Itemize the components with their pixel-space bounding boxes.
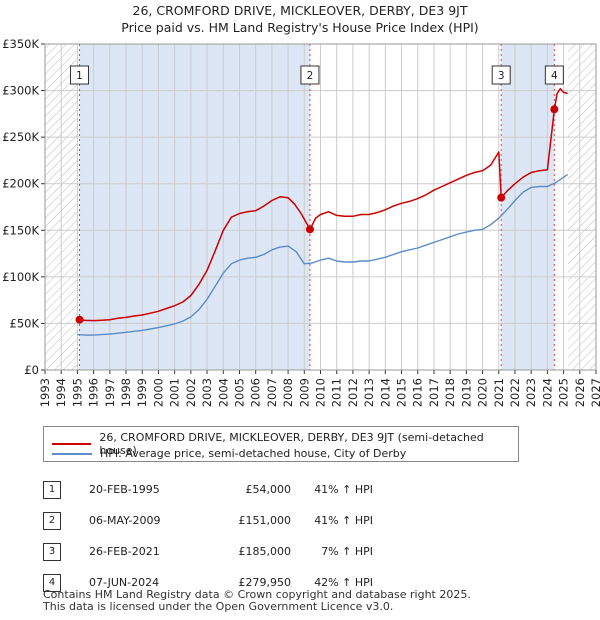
chart-title: 26, CROMFORD DRIVE, MICKLEOVER, DERBY, D… <box>132 3 468 18</box>
sale-number-label: 1 <box>76 70 83 82</box>
sales-table: 1 20-FEB-1995 £54,000 41% ↑ HPI 2 06-MAY… <box>43 474 373 598</box>
legend-item-hpi: HPI: Average price, semi-detached house,… <box>52 447 406 460</box>
x-tick-label: 2014 <box>378 378 392 407</box>
x-tick-label: 2017 <box>427 378 441 407</box>
y-tick-label: £150K <box>2 223 39 237</box>
x-tick-label: 2004 <box>216 378 230 407</box>
legend-swatch-property <box>52 443 92 445</box>
x-tick-label: 2012 <box>346 378 360 407</box>
x-tick-label: 1996 <box>87 378 101 407</box>
footer-line: Contains HM Land Registry data © Crown c… <box>43 588 471 601</box>
sale-number-box <box>544 65 564 85</box>
x-tick-label: 2008 <box>281 378 295 407</box>
plot-frame <box>44 43 597 371</box>
x-tick-label: 2009 <box>297 378 311 407</box>
sale-point <box>497 193 506 202</box>
sale-number: 1 <box>43 480 61 499</box>
y-tick-label: £350K <box>2 37 39 51</box>
y-tick-label: £200K <box>2 177 39 191</box>
x-tick-label: 1997 <box>103 378 117 407</box>
x-tick-label: 1995 <box>70 378 84 407</box>
legend-label-hpi: HPI: Average price, semi-detached house,… <box>100 447 407 460</box>
hatch-area-after-data <box>567 44 596 370</box>
x-tick-label: 2005 <box>232 378 246 407</box>
y-tick-label: £0 <box>24 363 39 377</box>
x-tick-label: 2011 <box>330 378 344 407</box>
sale-date: 26-FEB-2021 <box>89 545 160 558</box>
sale-number-label: 4 <box>551 70 558 82</box>
x-tick-label: 2007 <box>265 378 279 407</box>
x-tick-label: 2026 <box>573 378 587 407</box>
sale-price: £151,000 <box>238 514 292 527</box>
sale-price: £54,000 <box>245 483 292 496</box>
footer-line: This data is licensed under the Open Gov… <box>43 600 394 613</box>
sale-number-box <box>491 65 511 85</box>
y-tick-label: £300K <box>2 84 39 98</box>
sale-date: 20-FEB-1995 <box>89 483 160 496</box>
sale-date: 06-MAY-2009 <box>89 514 161 527</box>
sale-number-box <box>300 65 320 85</box>
x-tick-label: 1999 <box>135 378 149 407</box>
sale-number: 2 <box>43 511 61 530</box>
x-tick-label: 2015 <box>395 378 409 407</box>
x-tick-label: 2006 <box>249 378 263 407</box>
table-row: 1 20-FEB-1995 £54,000 41% ↑ HPI <box>43 474 373 505</box>
x-tick-label: 2003 <box>200 378 214 407</box>
price-chart: 1 2 3 4 £0 £50K £100K £150K £200K £250K £300K £350… <box>2 37 600 407</box>
sale-point <box>305 225 314 234</box>
chart-legend: 26, CROMFORD DRIVE, MICKLEOVER, DERBY, D… <box>43 426 519 462</box>
y-tick-label: £100K <box>2 270 39 284</box>
x-tick-label: 1998 <box>119 378 133 407</box>
y-tick-label: £50K <box>10 316 40 330</box>
sale-point <box>75 315 84 324</box>
x-tick-label: 2002 <box>184 378 198 407</box>
sale-number: 3 <box>43 542 61 561</box>
sale-number-label: 2 <box>307 70 314 82</box>
x-tick-label: 2000 <box>151 378 165 407</box>
x-tick-label: 2020 <box>476 378 490 407</box>
legend-item-property: 26, CROMFORD DRIVE, MICKLEOVER, DERBY, D… <box>52 431 518 457</box>
y-tick-label: £250K <box>2 130 39 144</box>
x-tick-label: 2025 <box>557 378 571 407</box>
x-tick-label: 2010 <box>314 378 328 407</box>
table-row: 4 07-JUN-2024 £279,950 42% ↑ HPI <box>43 567 373 598</box>
x-tick-label: 2023 <box>524 378 538 407</box>
x-tick-label: 2013 <box>362 378 376 407</box>
table-row: 2 06-MAY-2009 £151,000 41% ↑ HPI <box>43 505 373 536</box>
x-tick-label: 2018 <box>443 378 457 407</box>
chart-subtitle: Price paid vs. HM Land Registry's House … <box>121 20 479 35</box>
shaded-period <box>79 44 310 370</box>
sale-hpi: 41% ↑ HPI <box>314 483 373 496</box>
x-tick-label: 2027 <box>589 378 600 407</box>
x-tick-label: 2022 <box>508 378 522 407</box>
x-tick-label: 2001 <box>168 378 182 407</box>
x-tick-label: 2019 <box>459 378 473 407</box>
x-tick-label: 2024 <box>540 378 554 407</box>
sale-number-box <box>70 65 90 85</box>
sale-hpi: 42% ↑ HPI <box>314 576 373 589</box>
x-tick-label: 1993 <box>38 378 52 407</box>
footer-credits: Contains HM Land Registry data © Crown c… <box>43 589 471 613</box>
sale-point <box>550 105 559 114</box>
sale-price: £185,000 <box>238 545 292 558</box>
sale-number: 4 <box>43 573 61 592</box>
series-line-hpi <box>77 173 569 336</box>
legend-label-property: 26, CROMFORD DRIVE, MICKLEOVER, DERBY, D… <box>99 431 484 457</box>
sale-date: 07-JUN-2024 <box>89 576 160 589</box>
legend-swatch-hpi <box>52 452 92 455</box>
x-tick-label: 1994 <box>54 378 68 407</box>
sale-price: £279,950 <box>238 576 292 589</box>
table-row: 3 26-FEB-2021 £185,000 7% ↑ HPI <box>43 536 373 567</box>
sale-number-label: 3 <box>498 70 505 82</box>
x-tick-label: 2021 <box>492 378 506 407</box>
sale-hpi: 7% ↑ HPI <box>321 545 373 558</box>
x-tick-label: 2016 <box>411 378 425 407</box>
sale-hpi: 41% ↑ HPI <box>314 514 373 527</box>
